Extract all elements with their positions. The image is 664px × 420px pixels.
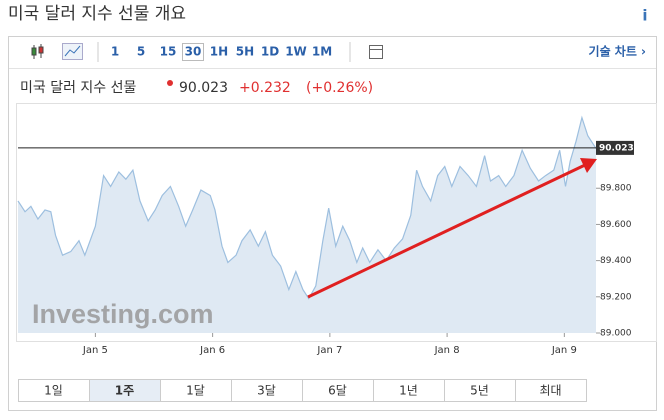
interval-button[interactable]: 1H	[210, 45, 228, 59]
range-label: 1일	[44, 384, 63, 398]
y-tick-label: 89.000	[600, 329, 632, 339]
line-chart-icon-glyph	[64, 45, 81, 57]
interval-button[interactable]: 1W	[285, 45, 307, 59]
range-label: 1년	[399, 384, 418, 398]
x-tick-label: Jan 7	[316, 345, 342, 356]
interval-button[interactable]: 15	[160, 45, 177, 59]
info-icon[interactable]: i	[642, 7, 647, 25]
interval-button[interactable]: 1M	[312, 45, 332, 59]
candle-icon[interactable]	[31, 44, 44, 59]
interval-button[interactable]: 1D	[261, 45, 279, 59]
interval-button[interactable]: 5	[137, 45, 145, 59]
area-fill	[18, 117, 596, 334]
quote-name: 미국 달러 지수 선물	[20, 80, 137, 96]
interval-button[interactable]: 5H	[236, 45, 254, 59]
quote-change-pct: (+0.26%)	[306, 80, 373, 96]
page-title: 미국 달러 지수 선물 개요	[8, 4, 186, 24]
watermark: Investing.com	[32, 299, 214, 329]
range-label: 3달	[257, 384, 276, 398]
interval-button[interactable]: 30	[185, 45, 202, 59]
interval-selected	[182, 43, 204, 61]
x-tick-label: Jan 6	[199, 345, 225, 356]
y-tick-label: 89.200	[600, 292, 632, 302]
range-label: 6달	[328, 384, 347, 398]
range-tab[interactable]	[515, 379, 587, 402]
y-tick-label: 89.800	[600, 184, 632, 194]
x-tick-label: Jan 9	[551, 345, 577, 356]
quote-change: +0.232	[239, 80, 291, 96]
live-dot	[167, 80, 173, 86]
table-icon[interactable]	[369, 45, 383, 59]
interval-button[interactable]: 1	[111, 45, 119, 59]
reference-label-box	[596, 140, 634, 155]
quote-price: 90.023	[179, 80, 228, 96]
price-line	[17, 115, 597, 300]
tech-chart-link[interactable]: 기술 차트 ›	[589, 44, 647, 59]
x-tick-label: Jan 5	[82, 345, 108, 356]
range-label: 5년	[470, 384, 489, 398]
trend-arrow	[307, 158, 597, 299]
range-label: 최대	[539, 384, 561, 398]
x-tick-label: Jan 8	[434, 345, 460, 356]
reference-label: 90.023	[599, 143, 634, 153]
range-label: 1달	[186, 384, 205, 398]
y-tick-label: 89.400	[600, 256, 632, 266]
range-label: 1주	[115, 384, 134, 398]
y-tick-label: 89.600	[600, 220, 632, 230]
